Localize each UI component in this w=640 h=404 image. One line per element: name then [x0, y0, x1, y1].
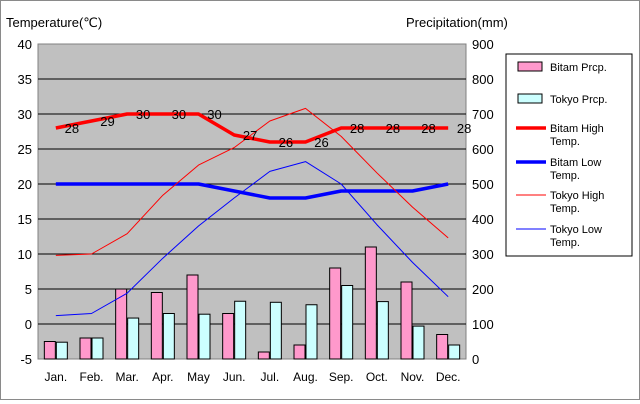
- bitam-precip-bar: [115, 288, 128, 360]
- tokyo-precip-bar: [91, 337, 104, 360]
- right-tick-label: 300: [472, 247, 494, 262]
- left-tick-label: 30: [18, 107, 32, 122]
- bitam-high-data-label: 27: [243, 128, 257, 143]
- right-tick-label: 0: [472, 352, 479, 367]
- left-tick-label: 20: [18, 177, 32, 192]
- bitam-precip-bar: [364, 246, 377, 360]
- right-tick-label: 100: [472, 317, 494, 332]
- bitam-high-data-label: 28: [350, 121, 364, 136]
- x-tick-label: Sep.: [329, 370, 354, 384]
- tokyo-precip-bar: [162, 313, 175, 360]
- bitam-precip-bar: [222, 313, 235, 360]
- bar-layer: [43, 246, 461, 360]
- left-tick-label: 40: [18, 37, 32, 52]
- line-layer: [55, 107, 449, 317]
- legend: Bitam Prcp.Tokyo Prcp.Bitam HighTemp.Bit…: [505, 53, 633, 257]
- tokyo-precip-bar: [234, 300, 247, 360]
- right-tick-label: 500: [472, 177, 494, 192]
- legend-swatch-tokyo-prcp: [517, 93, 543, 104]
- bitam-precip-bar: [79, 337, 92, 360]
- bitam-high-data-label: 28: [65, 121, 79, 136]
- right-axis-title: Precipitation(mm): [406, 15, 508, 30]
- legend-label-line2: Temp.: [550, 237, 580, 249]
- bitam-precip-bar: [293, 344, 306, 360]
- tokyo-precip-bar: [127, 317, 140, 360]
- data-label-layer: 28 29 30 30 30 27 26 26 28 28 28 28: [65, 107, 472, 150]
- bitam-precip-bar: [436, 334, 449, 360]
- bitam-high-data-label: 30: [207, 107, 221, 122]
- left-tick-label: 5: [25, 282, 32, 297]
- tokyo-precip-bar: [376, 301, 389, 360]
- left-tick-label: 0: [25, 317, 32, 332]
- left-tick-label: 35: [18, 72, 32, 87]
- bitam-precip-bar: [150, 292, 163, 360]
- legend-label: Bitam High: [550, 123, 604, 135]
- x-tick-label: Nov.: [401, 370, 425, 384]
- x-tick-label: Oct.: [366, 370, 388, 384]
- bitam-precip-bar: [257, 351, 270, 360]
- bitam-high-data-label: 28: [457, 121, 471, 136]
- legend-swatch-bitam-prcp: [517, 61, 543, 72]
- right-tick-label: 200: [472, 282, 494, 297]
- bitam-precip-bar: [400, 281, 413, 360]
- bitam-high-data-label: 26: [314, 135, 328, 150]
- x-tick-label: May: [187, 370, 210, 384]
- bitam-high-data-label: 28: [386, 121, 400, 136]
- legend-label-line2: Temp.: [550, 170, 580, 182]
- tokyo-precip-bar: [448, 344, 461, 360]
- left-tick-label: 15: [18, 212, 32, 227]
- plot-area: [37, 43, 467, 360]
- left-tick-label: 25: [18, 142, 32, 157]
- bitam-precip-bar: [43, 341, 56, 360]
- x-tick-label: Feb.: [79, 370, 103, 384]
- tokyo-precip-bar: [305, 304, 318, 360]
- right-tick-label: 700: [472, 107, 494, 122]
- tokyo-low-line: [55, 161, 449, 317]
- legend-label: Bitam Low: [550, 157, 601, 169]
- bitam-precip-bar: [329, 267, 342, 360]
- tokyo-precip-bar: [55, 341, 68, 360]
- right-tick-label: 600: [472, 142, 494, 157]
- right-tick-label: 800: [472, 72, 494, 87]
- legend-label: Tokyo Low: [550, 224, 602, 236]
- axis-layer: -505101520253035400100200300400500600700…: [18, 37, 494, 384]
- x-tick-label: Aug.: [293, 370, 318, 384]
- legend-label-line2: Temp.: [550, 136, 580, 148]
- bitam-high-data-label: 26: [279, 135, 293, 150]
- legend-label-line2: Temp.: [550, 203, 580, 215]
- right-tick-label: 900: [472, 37, 494, 52]
- bitam-high-data-label: 30: [172, 107, 186, 122]
- legend-label: Tokyo Prcp.: [550, 94, 607, 106]
- tokyo-high-line: [55, 107, 449, 256]
- bitam-low-line: [55, 182, 449, 200]
- bitam-precip-bar: [186, 274, 199, 360]
- legend-label: Tokyo High: [550, 190, 604, 202]
- x-tick-label: Dec.: [436, 370, 461, 384]
- bitam-high-data-label: 28: [421, 121, 435, 136]
- tokyo-precip-bar: [269, 301, 282, 360]
- x-tick-label: Jan.: [44, 370, 67, 384]
- x-tick-label: Mar.: [115, 370, 138, 384]
- tokyo-precip-bar: [198, 313, 211, 360]
- tokyo-precip-bar: [341, 285, 354, 360]
- bitam-high-line: [55, 112, 449, 144]
- left-axis-title: Temperature(℃): [6, 15, 102, 30]
- x-tick-label: Jul.: [260, 370, 279, 384]
- right-tick-label: 400: [472, 212, 494, 227]
- tokyo-precip-bar: [412, 325, 425, 360]
- x-tick-label: Jun.: [223, 370, 246, 384]
- left-tick-label: 10: [18, 247, 32, 262]
- x-tick-label: Apr.: [152, 370, 173, 384]
- bitam-high-data-label: 29: [100, 114, 114, 129]
- legend-box: [505, 53, 633, 257]
- left-tick-label: -5: [20, 352, 32, 367]
- legend-label: Bitam Prcp.: [550, 62, 607, 74]
- bitam-high-data-label: 30: [136, 107, 150, 122]
